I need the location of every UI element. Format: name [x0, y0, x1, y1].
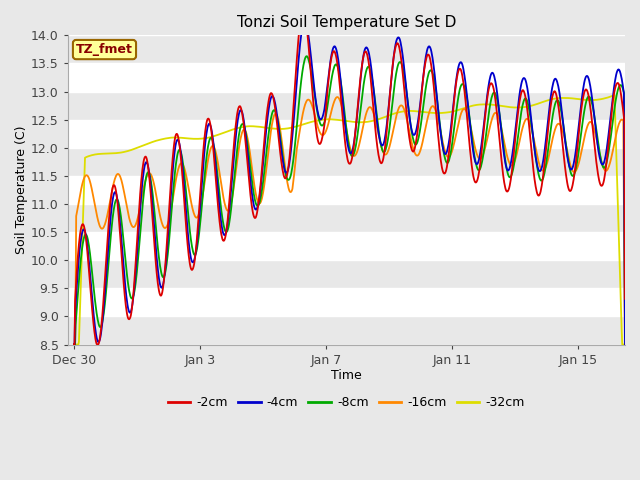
Legend: -2cm, -4cm, -8cm, -16cm, -32cm: -2cm, -4cm, -8cm, -16cm, -32cm [163, 391, 530, 414]
Text: TZ_fmet: TZ_fmet [76, 43, 133, 56]
X-axis label: Time: Time [331, 369, 362, 382]
Bar [68, 204, 625, 232]
Bar [68, 260, 625, 288]
Bar [68, 92, 625, 120]
Y-axis label: Soil Temperature (C): Soil Temperature (C) [15, 126, 28, 254]
Title: Tonzi Soil Temperature Set D: Tonzi Soil Temperature Set D [237, 15, 456, 30]
Bar [68, 36, 625, 63]
Bar [68, 316, 625, 345]
Bar [68, 148, 625, 176]
